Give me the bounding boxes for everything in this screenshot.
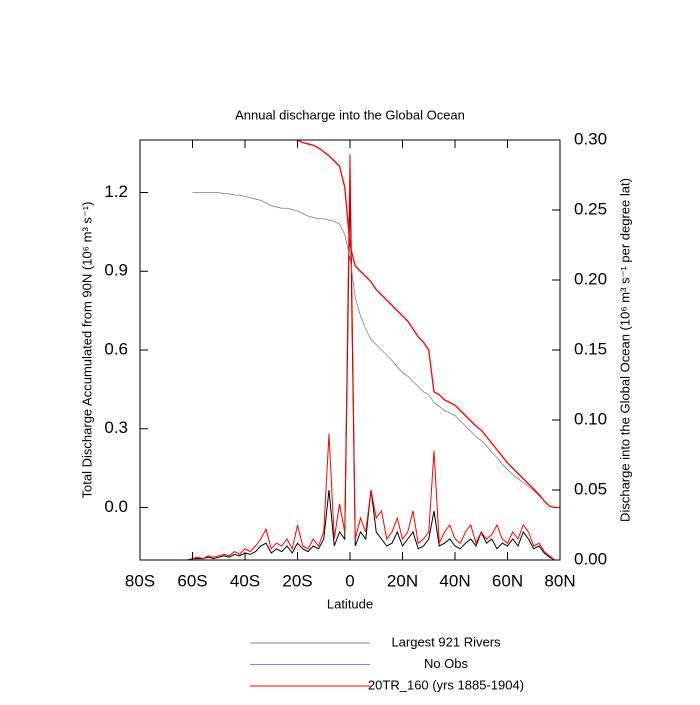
plot-area (140, 140, 560, 560)
y2-tick-label: 0.25 (574, 199, 607, 218)
x-tick-label: 20N (387, 571, 418, 590)
x-tick-label: 60S (177, 571, 207, 590)
x-tick-label: 60N (492, 571, 523, 590)
y-axis-label: Total Discharge Accumulated from 90N (10… (79, 202, 94, 499)
y2-tick-label: 0.00 (574, 549, 607, 568)
x-tick-label: 40N (439, 571, 470, 590)
legend-label: 20TR_160 (yrs 1885-1904) (368, 677, 524, 692)
y2-tick-label: 0.15 (574, 339, 607, 358)
y2-tick-label: 0.05 (574, 479, 607, 498)
accumulated-line (296, 140, 560, 509)
x-tick-label: 40S (230, 571, 260, 590)
x-axis-label: Latitude (327, 596, 373, 611)
x-tick-label: 80N (544, 571, 575, 590)
y2-tick-label: 0.30 (574, 129, 607, 148)
y2-tick-label: 0.10 (574, 409, 607, 428)
x-tick-label: 80S (125, 571, 155, 590)
legend-label: No Obs (424, 656, 469, 671)
y-tick-label: 0.3 (104, 418, 128, 437)
y-tick-label: 0.0 (104, 497, 128, 516)
y-tick-label: 1.2 (104, 182, 128, 201)
legend-label: Largest 921 Rivers (391, 634, 501, 649)
y2-axis-label: Discharge into the Global Ocean (10⁶ m³ … (617, 178, 632, 522)
y-tick-label: 0.9 (104, 261, 128, 280)
y2-tick-label: 0.20 (574, 269, 607, 288)
discharge-line (140, 153, 560, 560)
x-tick-label: 0 (345, 571, 354, 590)
accumulated-line (192, 192, 560, 508)
x-tick-label: 20S (282, 571, 312, 590)
chart-title: Annual discharge into the Global Ocean (235, 107, 465, 122)
y-tick-label: 0.6 (104, 339, 128, 358)
